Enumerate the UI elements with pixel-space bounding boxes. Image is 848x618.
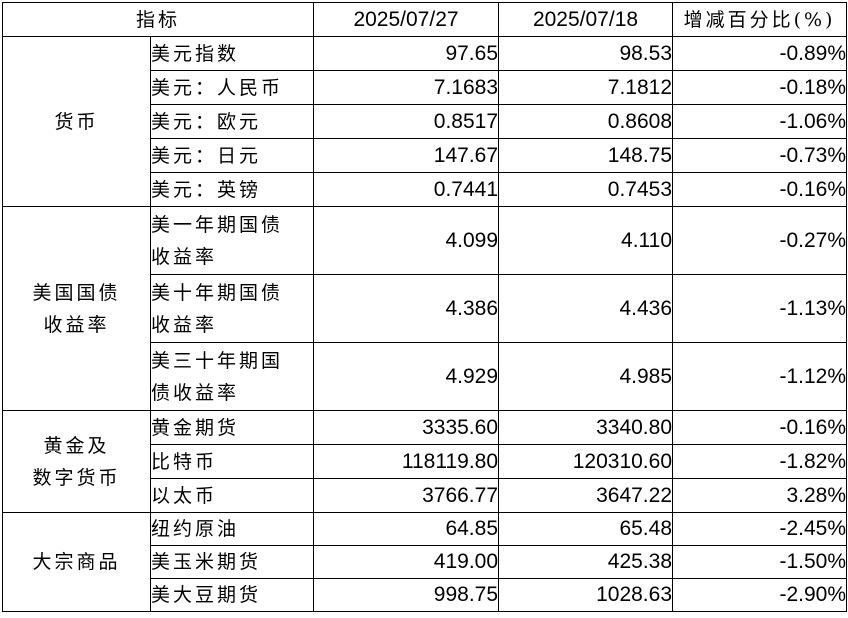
- value-previous-cell: 4.436: [498, 274, 674, 343]
- table-row: 比特币 118119.80 120310.60 -1.82%: [3, 444, 848, 479]
- value-current-cell: 3766.77: [313, 478, 500, 513]
- header-change-percent: 增减百分比(%): [672, 2, 848, 37]
- category-cell-currency: 货币: [2, 36, 151, 207]
- change-cell: -1.82%: [672, 444, 848, 479]
- change-cell: 3.28%: [672, 478, 848, 513]
- table-row: 美元：日元 147.67 148.75 -0.73%: [3, 138, 848, 173]
- value-previous-cell: 7.1812: [498, 70, 674, 105]
- value-current-cell: 4.929: [313, 342, 500, 411]
- table-header-row: 指标 2025/07/27 2025/07/18 增减百分比(%): [1, 2, 848, 37]
- value-previous-cell: 3647.22: [498, 478, 674, 513]
- indicator-cell: 纽约原油: [149, 512, 315, 546]
- indicator-cell: 以太币: [149, 478, 315, 513]
- header-date-current: 2025/07/27: [313, 2, 500, 37]
- indicator-cell: 美一年期国债 收益率: [149, 206, 315, 275]
- indicator-cell: 美元指数: [149, 36, 315, 71]
- value-previous-cell: 4.985: [498, 342, 674, 411]
- value-current-cell: 0.8517: [313, 104, 500, 139]
- value-previous-cell: 0.8608: [498, 104, 674, 139]
- value-current-cell: 419.00: [313, 545, 500, 579]
- value-current-cell: 97.65: [313, 36, 500, 71]
- value-current-cell: 0.7441: [313, 172, 500, 207]
- table-row: 美元：人民币 7.1683 7.1812 -0.18%: [3, 70, 848, 105]
- change-cell: -1.12%: [672, 342, 848, 411]
- value-current-cell: 4.099: [313, 206, 500, 275]
- table-row: 美玉米期货 419.00 425.38 -1.50%: [3, 545, 848, 579]
- indicator-cell: 美大豆期货: [149, 578, 315, 612]
- change-cell: -0.16%: [672, 410, 848, 445]
- indicator-cell: 美玉米期货: [149, 545, 315, 579]
- value-previous-cell: 1028.63: [498, 578, 674, 612]
- indicator-cell: 美元：欧元: [149, 104, 315, 139]
- table-row: 货币 美元指数 97.65 98.53 -0.89%: [2, 36, 848, 207]
- change-cell: -0.27%: [672, 206, 848, 275]
- indicator-cell: 美元：人民币: [149, 70, 315, 105]
- table-row: 美大豆期货 998.75 1028.63 -2.90%: [3, 578, 848, 612]
- category-cell-treasury: 美国国债 收益率: [2, 206, 151, 411]
- table-row: 美元：欧元 0.8517 0.8608 -1.06%: [3, 104, 848, 139]
- change-cell: -2.45%: [672, 512, 848, 546]
- table-row: 美国国债 收益率 美一年期国债 收益率 4.099 4.110 -0.27%: [2, 206, 848, 411]
- value-current-cell: 7.1683: [313, 70, 500, 105]
- value-previous-cell: 3340.80: [498, 410, 674, 445]
- value-current-cell: 4.386: [313, 274, 500, 343]
- value-previous-cell: 120310.60: [498, 444, 674, 479]
- value-current-cell: 147.67: [313, 138, 500, 173]
- value-current-cell: 64.85: [313, 512, 500, 546]
- change-cell: -2.90%: [672, 578, 848, 612]
- value-previous-cell: 148.75: [498, 138, 674, 173]
- indicator-cell: 美元：英镑: [149, 172, 315, 207]
- table-row: 以太币 3766.77 3647.22 3.28%: [3, 478, 848, 513]
- change-cell: -0.16%: [672, 172, 848, 207]
- table-row: 美十年期国债 收益率 4.386 4.436 -1.13%: [3, 274, 848, 343]
- change-cell: -1.13%: [672, 274, 848, 343]
- value-current-cell: 118119.80: [313, 444, 500, 479]
- indicator-cell: 美元：日元: [149, 138, 315, 173]
- indicator-cell: 比特币: [149, 444, 315, 479]
- value-previous-cell: 425.38: [498, 545, 674, 579]
- table-row: 大宗商品 纽约原油 64.85 65.48 -2.45%: [2, 512, 848, 612]
- indicator-cell: 美三十年期国 债收益率: [149, 342, 315, 411]
- value-previous-cell: 4.110: [498, 206, 674, 275]
- category-cell-commodities: 大宗商品: [2, 512, 151, 612]
- table-row: 美元：英镑 0.7441 0.7453 -0.16%: [3, 172, 848, 207]
- change-cell: -1.50%: [672, 545, 848, 579]
- change-cell: -0.73%: [672, 138, 848, 173]
- change-cell: -1.06%: [672, 104, 848, 139]
- value-previous-cell: 98.53: [498, 36, 674, 71]
- indicator-cell: 美十年期国债 收益率: [149, 274, 315, 343]
- indicator-cell: 黄金期货: [149, 410, 315, 445]
- value-current-cell: 998.75: [313, 578, 500, 612]
- value-previous-cell: 65.48: [498, 512, 674, 546]
- header-indicator: 指标: [1, 2, 315, 37]
- table-row: 黄金及 数字货币 黄金期货 3335.60 3340.80 -0.16%: [2, 410, 848, 513]
- change-cell: -0.89%: [672, 36, 848, 71]
- category-cell-gold-crypto: 黄金及 数字货币: [2, 410, 151, 513]
- header-date-previous: 2025/07/18: [498, 2, 674, 37]
- value-previous-cell: 0.7453: [498, 172, 674, 207]
- value-current-cell: 3335.60: [313, 410, 500, 445]
- change-cell: -0.18%: [672, 70, 848, 105]
